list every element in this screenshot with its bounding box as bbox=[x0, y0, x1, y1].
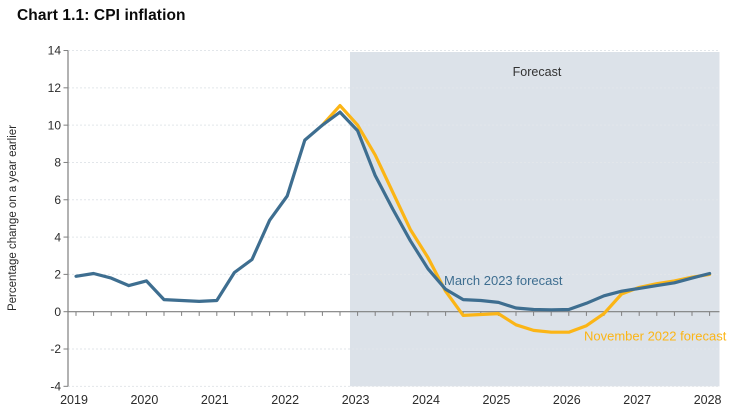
x-tick-label: 2022 bbox=[271, 393, 299, 407]
y-tick-label: 14 bbox=[48, 44, 62, 58]
forecast-annotation: Forecast bbox=[513, 65, 562, 79]
y-tick-label: 0 bbox=[54, 305, 61, 319]
x-tick-label: 2027 bbox=[623, 393, 651, 407]
y-tick-label: 10 bbox=[48, 118, 62, 132]
y-axis-title: Percentage change on a year earlier bbox=[7, 125, 19, 311]
y-tick-label: 12 bbox=[48, 81, 62, 95]
chart-title: Chart 1.1: CPI inflation bbox=[17, 7, 186, 24]
y-tick-label: -4 bbox=[50, 380, 61, 394]
x-tick-label: 2025 bbox=[482, 393, 510, 407]
x-tick-label: 2021 bbox=[201, 393, 229, 407]
march-2023-forecast-line bbox=[74, 110, 712, 312]
march-2023-forecast-label: March 2023 forecast bbox=[444, 273, 563, 288]
y-tick-label: 6 bbox=[54, 193, 61, 207]
y-tick-label: -2 bbox=[50, 342, 61, 356]
x-tick-label: 2019 bbox=[60, 393, 88, 407]
x-tick-label: 2028 bbox=[694, 393, 722, 407]
y-tick-label: 8 bbox=[54, 156, 61, 170]
x-tick-label: 2023 bbox=[342, 393, 370, 407]
y-tick-label: 4 bbox=[54, 230, 61, 244]
y-tick-label: 2 bbox=[54, 268, 61, 282]
x-tick-label: 2024 bbox=[412, 393, 440, 407]
november-2022-forecast-label: November 2022 forecast bbox=[584, 329, 727, 344]
x-tick-label: 2026 bbox=[553, 393, 581, 407]
x-tick-label: 2020 bbox=[130, 393, 158, 407]
